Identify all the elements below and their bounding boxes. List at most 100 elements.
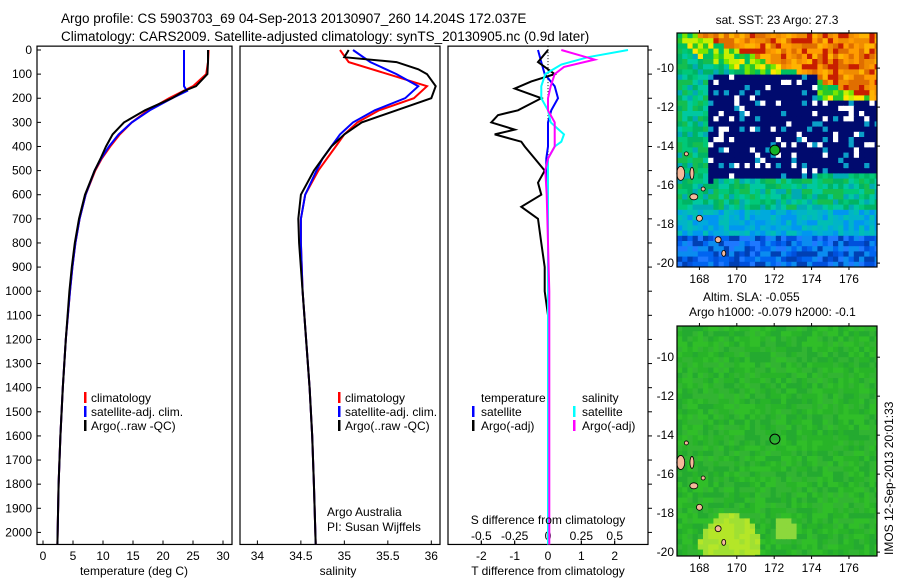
map-cell — [677, 178, 683, 185]
map-cell — [822, 246, 829, 252]
map-cell — [859, 38, 865, 44]
map-cell — [864, 424, 870, 431]
map-cell — [755, 116, 761, 122]
map-cell — [874, 64, 877, 70]
map-cell — [687, 383, 694, 389]
map-cell — [864, 378, 870, 384]
map-cell — [687, 43, 694, 50]
map-cell — [749, 523, 756, 530]
map-cell — [775, 95, 782, 102]
map-cell — [833, 48, 839, 55]
map-cell — [827, 69, 834, 76]
map-cell — [775, 487, 782, 493]
x2-tick-label: 0.25 — [570, 529, 594, 543]
map-cell — [775, 246, 782, 252]
map-cell — [838, 341, 844, 348]
map-cell — [827, 497, 834, 504]
map-cell — [718, 357, 725, 363]
map-cell — [692, 43, 699, 50]
map-cell — [801, 251, 808, 258]
map-cell — [775, 126, 782, 133]
map-cell — [723, 189, 730, 195]
map-cell — [827, 209, 834, 216]
map-cell — [755, 518, 761, 525]
map-cell — [833, 404, 839, 410]
map-cell — [692, 534, 699, 540]
series-line-climatology — [56, 49, 210, 545]
map-cell — [755, 362, 761, 369]
map-cell — [801, 549, 808, 556]
depth-tick-label: 1000 — [5, 284, 32, 298]
map-cell — [744, 173, 751, 180]
map-cell — [692, 466, 699, 473]
map-cell — [765, 209, 772, 216]
map-cell — [786, 251, 792, 258]
map-cell — [838, 357, 844, 363]
map-cell — [812, 157, 818, 164]
map-cell — [775, 341, 782, 348]
map-cell — [781, 352, 787, 358]
map-cell — [692, 414, 699, 421]
lat-tick-label: -12 — [657, 389, 675, 403]
map-cell — [765, 336, 772, 343]
map-cell — [760, 241, 766, 247]
series-line-temperature-argo-adj- — [489, 49, 557, 545]
series-line-climatology — [299, 49, 429, 545]
map-cell — [817, 142, 824, 148]
map-cell — [718, 352, 725, 358]
map-cell — [874, 183, 877, 190]
map-cell — [843, 388, 850, 395]
map-cell — [822, 209, 829, 216]
map-cell — [848, 445, 855, 452]
map-cell — [765, 539, 772, 545]
map-cell — [739, 336, 746, 343]
map-cell — [833, 137, 839, 143]
map-cell — [775, 261, 782, 267]
map-cell — [749, 235, 756, 242]
map-cell — [843, 466, 850, 473]
map-cell — [760, 116, 766, 122]
map-cell — [853, 59, 860, 65]
map-cell — [859, 326, 865, 332]
map-cell — [827, 388, 834, 395]
map-cell — [708, 147, 714, 154]
map-cell — [739, 378, 746, 384]
map-cell — [827, 43, 834, 50]
map-cell — [749, 502, 756, 509]
map-cell — [796, 64, 803, 70]
map-cell — [770, 38, 777, 44]
map-cell — [775, 168, 782, 174]
map-cell — [822, 38, 829, 44]
map-cell — [775, 435, 782, 441]
map-cell — [848, 435, 855, 441]
map-cell — [703, 33, 709, 39]
map-cell — [843, 404, 850, 410]
map-cell — [838, 199, 844, 206]
map-cell — [775, 53, 782, 60]
map-cell — [874, 199, 877, 206]
map-cell — [786, 137, 792, 143]
map-cell — [781, 378, 787, 384]
map-cell — [760, 461, 766, 467]
map-cell — [853, 209, 860, 216]
map-cell — [817, 246, 824, 252]
map-cell — [744, 183, 751, 190]
map-cell — [838, 362, 844, 369]
map-cell — [765, 513, 772, 519]
map-cell — [874, 261, 877, 267]
map-cell — [718, 111, 725, 117]
map-cell — [739, 142, 746, 148]
map-cell — [869, 388, 876, 395]
map-cell — [749, 79, 756, 86]
map-cell — [838, 497, 844, 504]
map-cell — [833, 152, 839, 159]
map-cell — [775, 105, 782, 112]
map-cell — [703, 168, 709, 174]
map-cell — [734, 497, 740, 504]
map-cell — [713, 168, 720, 174]
map-cell — [801, 220, 808, 226]
map-cell — [796, 48, 803, 55]
map-cell — [718, 74, 725, 81]
map-cell — [760, 152, 766, 159]
map-cell — [801, 33, 808, 39]
